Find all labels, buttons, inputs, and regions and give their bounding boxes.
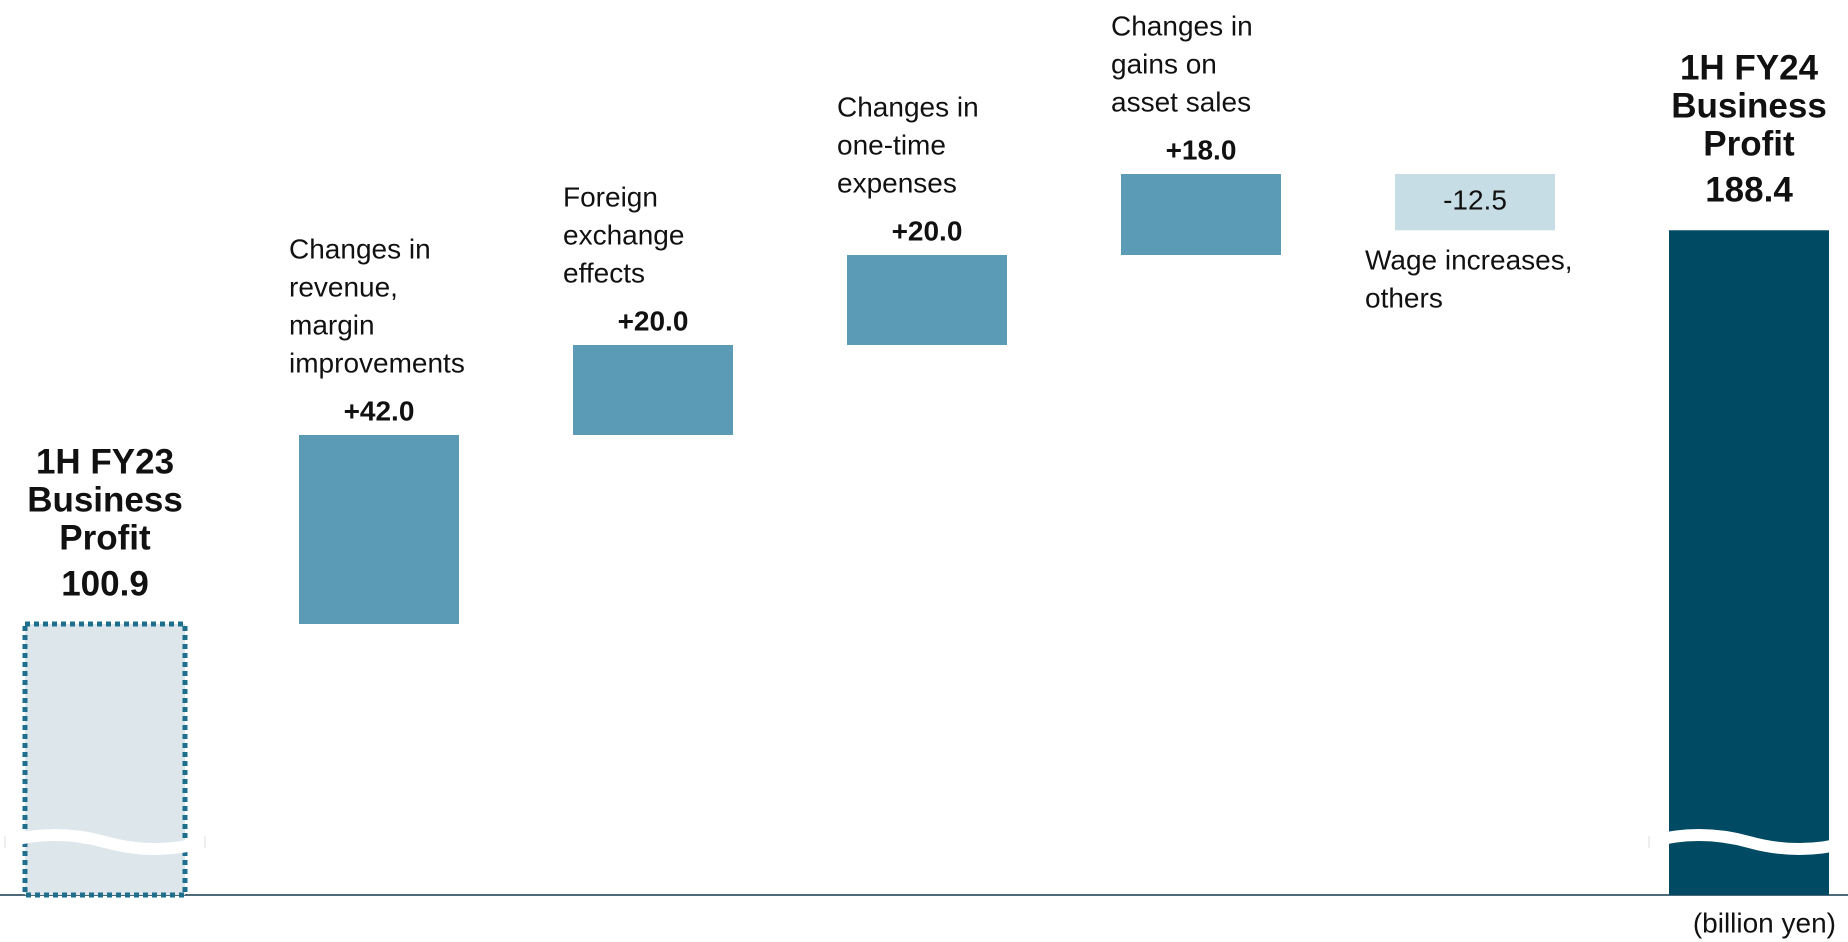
category-label: Profit <box>59 518 151 557</box>
category-label: others <box>1365 283 1443 314</box>
category-label: Business <box>1671 87 1827 126</box>
value-label: -12.5 <box>1443 185 1507 216</box>
delta-bar <box>1395 174 1555 231</box>
category-label: gains on <box>1111 48 1217 79</box>
category-label: Profit <box>1703 125 1795 164</box>
total-bar <box>1669 230 1829 895</box>
category-label: Changes in <box>1111 10 1253 41</box>
delta-bar <box>847 255 1007 345</box>
axis-break <box>1647 829 1848 855</box>
category-label: Changes in <box>289 233 431 264</box>
value-label: +18.0 <box>1166 134 1237 165</box>
delta-bar <box>299 435 459 624</box>
category-label: revenue, <box>289 271 398 302</box>
category-label: 1H FY23 <box>36 442 174 481</box>
category-label: effects <box>563 257 645 288</box>
axis-break <box>3 829 207 855</box>
category-label: Business <box>27 480 183 519</box>
category-label: Changes in <box>837 91 979 122</box>
category-label: Wage increases, <box>1365 245 1573 276</box>
category-label: 1H FY24 <box>1680 49 1819 88</box>
category-label: one-time <box>837 129 946 160</box>
category-label: Foreign <box>563 181 658 212</box>
axis-break-edge <box>1648 836 1650 848</box>
category-label: improvements <box>289 347 465 378</box>
axis-break-edge <box>4 836 206 848</box>
category-label: asset sales <box>1111 86 1251 117</box>
value-label: 188.4 <box>1705 171 1793 210</box>
unit-label: (billion yen) <box>1693 907 1836 938</box>
category-label: exchange <box>563 219 684 250</box>
value-label: 100.9 <box>61 564 149 603</box>
value-label: +20.0 <box>892 215 963 246</box>
category-label: expenses <box>837 167 957 198</box>
value-label: +42.0 <box>344 395 415 426</box>
delta-bar <box>1121 174 1281 255</box>
category-label: margin <box>289 309 375 340</box>
value-label: +20.0 <box>618 305 689 336</box>
delta-bar <box>573 345 733 435</box>
